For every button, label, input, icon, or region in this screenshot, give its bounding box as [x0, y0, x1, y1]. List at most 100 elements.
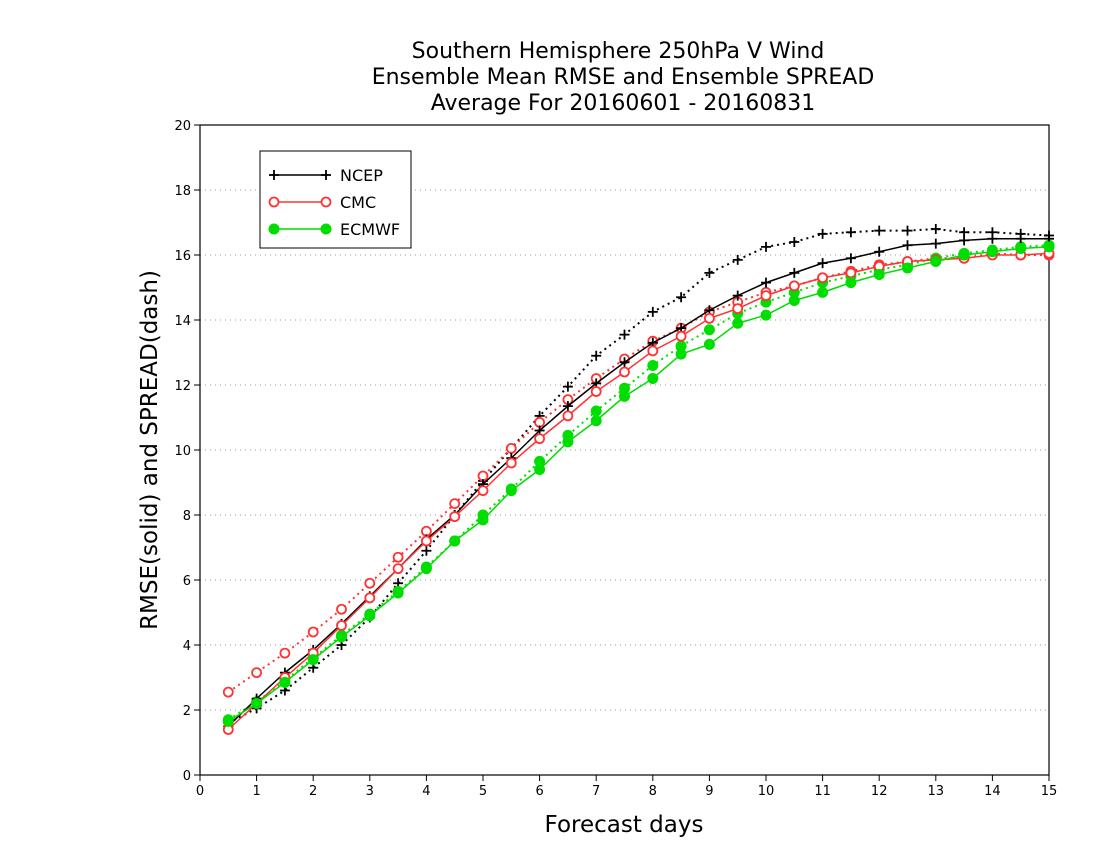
point-marker-plus: [704, 267, 715, 278]
point-marker-filled-circle: [1015, 243, 1027, 254]
series-line: [227, 252, 1049, 693]
point-marker-open-circle: [364, 577, 376, 589]
point-marker-open-circle: [320, 196, 332, 208]
point-marker-plus: [591, 350, 602, 361]
point-marker-open-circle: [364, 592, 376, 604]
point-marker-open-circle: [477, 485, 489, 497]
point-marker-plus: [789, 237, 800, 247]
x-tick-label: 8: [649, 784, 657, 799]
point-marker-open-circle: [449, 511, 461, 523]
point-marker-filled-circle: [703, 338, 715, 350]
series-line: [227, 238, 1049, 727]
y-tick-label: 4: [183, 639, 191, 654]
point-marker-open-circle: [336, 603, 347, 615]
point-marker-plus: [817, 258, 828, 269]
point-marker-open-circle: [268, 196, 280, 208]
series-line: [227, 246, 1050, 723]
point-marker-filled-circle: [420, 563, 432, 575]
point-marker-filled-circle: [449, 535, 461, 547]
point-marker-plus: [647, 306, 658, 317]
legend-item-ecmwf: ECMWF: [268, 220, 400, 239]
legend-label: CMC: [340, 193, 376, 212]
series-line: [227, 244, 1050, 721]
point-marker-filled-circle: [703, 324, 715, 336]
point-marker-filled-circle: [364, 610, 376, 622]
point-marker-open-circle: [675, 330, 687, 342]
point-marker-open-circle: [704, 312, 715, 324]
point-marker-filled-circle: [336, 631, 347, 643]
legend-box: [259, 150, 412, 249]
point-marker-plus: [1015, 233, 1026, 244]
y-axis-label: RMSE(solid) and SPREAD(dash): [137, 270, 163, 630]
point-marker-open-circle: [619, 366, 630, 378]
point-marker-filled-circle: [647, 360, 659, 371]
legend-label: NCEP: [340, 166, 383, 185]
x-tick-label: 3: [366, 784, 374, 799]
x-tick-label: 4: [422, 784, 430, 799]
point-marker-open-circle: [420, 535, 432, 547]
point-marker-plus: [930, 238, 941, 249]
point-marker-filled-circle: [534, 464, 546, 475]
point-marker-filled-circle: [845, 277, 857, 289]
point-marker-filled-circle: [675, 348, 687, 360]
point-marker-plus: [619, 329, 630, 340]
x-tick-label: 10: [758, 784, 775, 799]
point-marker-open-circle: [845, 267, 857, 279]
x-tick-label: 5: [479, 784, 487, 799]
point-marker-filled-circle: [251, 698, 263, 709]
x-tick-label: 11: [814, 784, 831, 799]
point-marker-open-circle: [392, 551, 404, 563]
chart-title-line-1: Southern Hemisphere 250hPa V Wind: [412, 39, 825, 64]
y-tick-label: 18: [174, 184, 191, 199]
point-marker-plus: [987, 233, 998, 244]
point-marker-plus: [732, 254, 743, 265]
point-marker-plus: [562, 401, 573, 412]
point-marker-filled-circle: [958, 249, 970, 261]
series-cmc-rmse: [222, 247, 1055, 735]
x-tick-label: 1: [252, 784, 260, 799]
point-marker-open-circle: [562, 410, 574, 422]
y-tick-label: 16: [174, 249, 191, 264]
point-marker-open-circle: [788, 280, 800, 292]
grid-lines: [200, 189, 1049, 711]
point-marker-filled-circle: [505, 485, 517, 497]
point-marker-open-circle: [307, 626, 319, 638]
legend-item-cmc: CMC: [268, 193, 376, 212]
point-marker-filled-circle: [320, 223, 332, 235]
point-marker-plus: [732, 290, 743, 301]
point-marker-open-circle: [336, 620, 347, 631]
legend-item-ncep: NCEP: [269, 166, 383, 185]
point-marker-filled-circle: [647, 373, 659, 384]
x-tick-label: 14: [984, 784, 1001, 799]
series-ncep-rmse: [223, 233, 1054, 732]
point-marker-filled-circle: [222, 715, 234, 727]
y-tick-label: 20: [174, 119, 191, 134]
point-marker-plus: [817, 228, 828, 239]
series-ncep-spread: [223, 224, 1054, 728]
point-marker-open-circle: [449, 498, 461, 510]
point-marker-plus: [269, 170, 279, 180]
y-tick-label: 2: [183, 704, 191, 719]
y-tick-label: 0: [183, 769, 191, 784]
point-marker-plus: [959, 235, 970, 246]
point-marker-open-circle: [760, 290, 772, 302]
point-marker-plus: [321, 170, 331, 180]
point-marker-filled-circle: [590, 405, 602, 417]
point-marker-open-circle: [505, 442, 517, 454]
point-marker-plus: [874, 246, 885, 257]
y-tick-label: 10: [174, 444, 191, 459]
point-marker-filled-circle: [873, 269, 885, 280]
point-marker-plus: [902, 225, 913, 236]
point-marker-filled-circle: [732, 317, 744, 329]
point-marker-filled-circle: [760, 309, 772, 321]
point-marker-open-circle: [222, 686, 234, 698]
chart-title-line-2: Ensemble Mean RMSE and Ensemble SPREAD: [372, 65, 875, 90]
x-tick-label: 13: [928, 784, 945, 799]
point-marker-open-circle: [647, 345, 659, 357]
point-marker-filled-circle: [477, 514, 489, 526]
point-marker-open-circle: [505, 457, 517, 469]
x-tick-label: 9: [705, 784, 713, 799]
point-marker-plus: [902, 240, 913, 251]
point-marker-filled-circle: [307, 654, 319, 666]
